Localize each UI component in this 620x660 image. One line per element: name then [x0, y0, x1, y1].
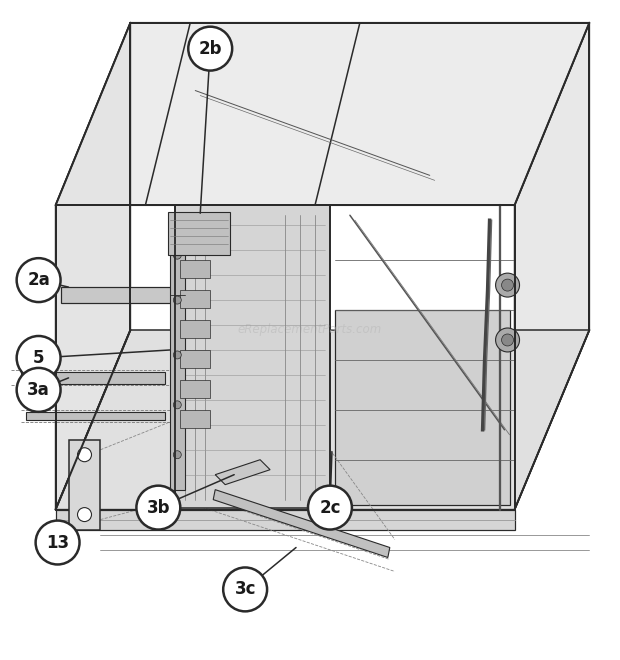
Circle shape	[174, 451, 181, 459]
Circle shape	[495, 328, 520, 352]
Polygon shape	[180, 260, 210, 278]
Circle shape	[502, 279, 513, 291]
Circle shape	[174, 251, 181, 259]
Polygon shape	[56, 22, 590, 205]
Circle shape	[174, 351, 181, 359]
Polygon shape	[180, 320, 210, 338]
Circle shape	[17, 336, 61, 380]
Circle shape	[495, 273, 520, 297]
Circle shape	[308, 486, 352, 529]
Circle shape	[188, 26, 232, 71]
Polygon shape	[180, 290, 210, 308]
Text: 13: 13	[46, 533, 69, 552]
Polygon shape	[25, 412, 166, 420]
Text: 3c: 3c	[234, 580, 256, 599]
Circle shape	[17, 258, 61, 302]
Circle shape	[174, 296, 181, 304]
Polygon shape	[515, 22, 590, 510]
Polygon shape	[168, 213, 230, 255]
Circle shape	[136, 486, 180, 529]
Circle shape	[78, 508, 92, 521]
Text: 3a: 3a	[27, 381, 50, 399]
Circle shape	[17, 368, 61, 412]
Polygon shape	[20, 372, 166, 384]
Polygon shape	[56, 22, 130, 510]
Polygon shape	[180, 380, 210, 398]
Circle shape	[35, 521, 79, 564]
Text: 2c: 2c	[319, 498, 341, 517]
Polygon shape	[213, 490, 390, 558]
Circle shape	[78, 447, 92, 462]
Polygon shape	[56, 330, 590, 510]
Polygon shape	[180, 410, 210, 428]
Polygon shape	[69, 440, 100, 529]
Circle shape	[223, 568, 267, 611]
Circle shape	[502, 334, 513, 346]
Polygon shape	[56, 510, 515, 529]
Polygon shape	[180, 230, 210, 248]
Polygon shape	[61, 287, 175, 303]
Circle shape	[174, 401, 181, 409]
Text: 3b: 3b	[146, 498, 170, 517]
Text: 5: 5	[33, 349, 45, 367]
Text: 2a: 2a	[27, 271, 50, 289]
Polygon shape	[335, 310, 510, 505]
Polygon shape	[175, 205, 330, 508]
Text: eReplacementParts.com: eReplacementParts.com	[238, 323, 382, 337]
Polygon shape	[170, 230, 185, 490]
Polygon shape	[180, 350, 210, 368]
Text: 2b: 2b	[198, 40, 222, 57]
Polygon shape	[215, 460, 270, 484]
